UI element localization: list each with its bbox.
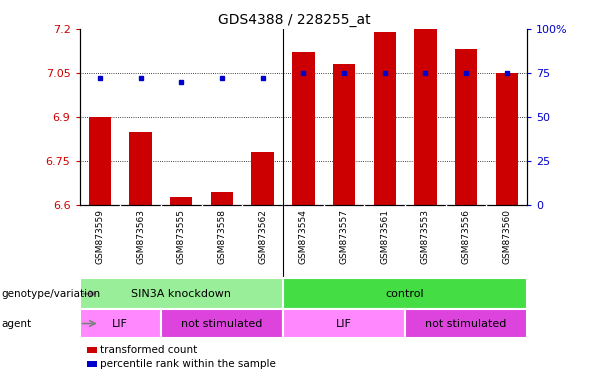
Text: percentile rank within the sample: percentile rank within the sample	[100, 359, 276, 369]
Bar	[414, 29, 436, 205]
Text: GDS4388 / 228255_at: GDS4388 / 228255_at	[218, 13, 371, 27]
Bar	[333, 64, 355, 205]
Bar	[283, 278, 527, 309]
Text: agent: agent	[1, 318, 31, 329]
Bar	[161, 309, 283, 338]
Bar	[455, 50, 477, 205]
Bar	[211, 192, 233, 205]
Bar	[130, 132, 152, 205]
Text: GSM873557: GSM873557	[339, 209, 349, 264]
Text: GSM873559: GSM873559	[95, 209, 104, 264]
Text: GSM873563: GSM873563	[136, 209, 145, 264]
Bar	[495, 73, 518, 205]
Text: GSM873556: GSM873556	[462, 209, 471, 264]
Bar	[170, 197, 193, 205]
Text: genotype/variation: genotype/variation	[1, 289, 100, 299]
Bar	[283, 309, 405, 338]
Bar	[373, 32, 396, 205]
Bar	[89, 117, 111, 205]
Text: GSM873558: GSM873558	[217, 209, 226, 264]
Text: GSM873553: GSM873553	[421, 209, 430, 264]
Text: SIN3A knockdown: SIN3A knockdown	[131, 289, 231, 299]
Text: LIF: LIF	[336, 318, 352, 329]
Text: GSM873555: GSM873555	[177, 209, 186, 264]
Bar	[252, 152, 274, 205]
Text: control: control	[386, 289, 425, 299]
Text: transformed count: transformed count	[100, 345, 197, 356]
Text: GSM873562: GSM873562	[258, 209, 267, 264]
Text: GSM873560: GSM873560	[502, 209, 511, 264]
Text: GSM873554: GSM873554	[299, 209, 308, 264]
Text: not stimulated: not stimulated	[181, 318, 263, 329]
Bar	[80, 309, 161, 338]
Text: GSM873561: GSM873561	[380, 209, 389, 264]
Text: not stimulated: not stimulated	[425, 318, 507, 329]
Bar	[80, 278, 283, 309]
Bar	[405, 309, 527, 338]
Text: LIF: LIF	[112, 318, 128, 329]
Bar	[292, 52, 315, 205]
